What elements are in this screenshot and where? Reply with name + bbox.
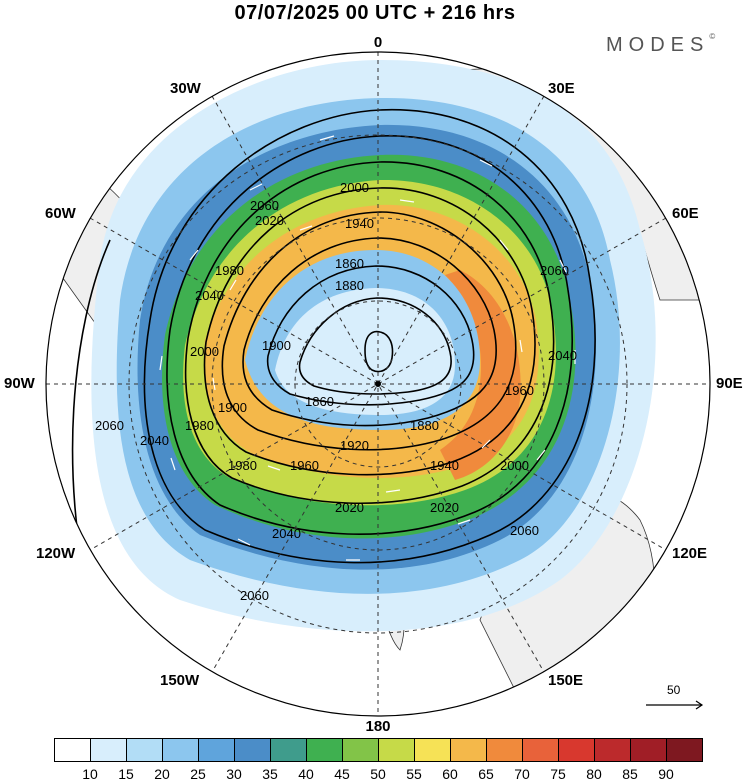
contour-label: 2020 [255,213,284,228]
contour-label: 1940 [430,458,459,473]
colorbar [54,738,703,764]
contour-label: 1920 [340,438,369,453]
lon-label-150e: 150E [548,672,584,689]
colorbar-tick-label: 65 [478,766,494,782]
colorbar-swatch [558,738,595,762]
colorbar-swatch [630,738,667,762]
graticule [46,52,710,716]
colorbar-swatch [378,738,415,762]
lon-label-90e: 90E [716,375,743,392]
colorbar-tick-label: 30 [226,766,242,782]
colorbar-swatch [306,738,343,762]
lon-label-0: 0 [373,34,383,51]
contour-label: 2060 [540,263,569,278]
reference-vector-label: 50 [667,683,681,697]
colorbar-tick-label: 55 [406,766,422,782]
colorbar-swatch [594,738,631,762]
contour-label: 2060 [510,523,539,538]
lon-label-90w: 90W [4,375,35,392]
contour-label: 2000 [340,180,369,195]
reference-vector-arrow [646,700,704,710]
contour-label: 2040 [272,526,301,541]
brand-text: MODES [606,34,710,56]
colorbar-swatch [522,738,559,762]
contour-label: 1940 [345,216,374,231]
map-title: 07/07/2025 00 UTC + 216 hrs [234,2,516,24]
colorbar-tick-label: 70 [514,766,530,782]
lon-label-180: 180 [365,718,391,735]
contour-label: 1980 [228,458,257,473]
contour-label: 2060 [250,198,279,213]
colorbar-tick-label: 10 [82,766,98,782]
contour-label: 2000 [500,458,529,473]
colorbar-swatch [666,738,703,762]
lon-label-30e: 30E [548,80,575,97]
colorbar-tick-label: 80 [586,766,602,782]
contour-label: 1900 [218,400,247,415]
colorbar-tick-label: 25 [190,766,206,782]
contour-label: 1880 [410,418,439,433]
colorbar-swatch [90,738,127,762]
colorbar-tick-label: 35 [262,766,278,782]
contour-label: 1960 [505,383,534,398]
colorbar-swatch [342,738,379,762]
colorbar-swatch [270,738,307,762]
contour-label: 2060 [95,418,124,433]
colorbar-tick-label: 50 [370,766,386,782]
wind-speed-shading [91,60,656,632]
contour-label: 1980 [185,418,214,433]
brand-logo: MODES© [606,32,716,57]
contour-label: 2000 [190,344,219,359]
contour-label: 2020 [335,500,364,515]
colorbar-tick-label: 15 [118,766,134,782]
contour-label: 2040 [195,288,224,303]
contour-label: 2040 [140,433,169,448]
contour-label: 1980 [215,263,244,278]
colorbar-tick-label: 40 [298,766,314,782]
map-boundary [45,51,711,717]
lon-label-60w: 60W [45,205,76,222]
polar-map: 2060 2060 2060 2060 2060 2040 2040 2040 … [45,51,711,717]
colorbar-swatch [126,738,163,762]
lon-label-120w: 120W [36,545,76,562]
lon-label-60e: 60E [672,205,699,222]
lon-label-150w: 150W [160,672,200,689]
colorbar-swatch [450,738,487,762]
lon-label-30w: 30W [170,80,201,97]
colorbar-tick-label: 75 [550,766,566,782]
contour-label: 1960 [290,458,319,473]
brand-mark: © [709,32,716,41]
colorbar-swatch [162,738,199,762]
colorbar-tick-label: 90 [658,766,674,782]
contour-label: 2020 [430,500,459,515]
north-pole-marker [375,381,381,387]
colorbar-swatch [486,738,523,762]
contour-label: 1860 [335,256,364,271]
contour-label: 1880 [335,278,364,293]
colorbar-swatch [414,738,451,762]
colorbar-tick-label: 85 [622,766,638,782]
contour-label: 2060 [240,588,269,603]
contour-label: 2040 [548,348,577,363]
contour-labels: 2060 2060 2060 2060 2060 2040 2040 2040 … [95,180,577,603]
colorbar-swatch [54,738,91,762]
contour-label: 1860 [305,394,334,409]
lon-label-120e: 120E [672,545,708,562]
colorbar-swatch [198,738,235,762]
colorbar-tick-label: 60 [442,766,458,782]
colorbar-swatch [234,738,271,762]
contour-label: 1900 [262,338,291,353]
colorbar-tick-label: 45 [334,766,350,782]
colorbar-tick-label: 20 [154,766,170,782]
